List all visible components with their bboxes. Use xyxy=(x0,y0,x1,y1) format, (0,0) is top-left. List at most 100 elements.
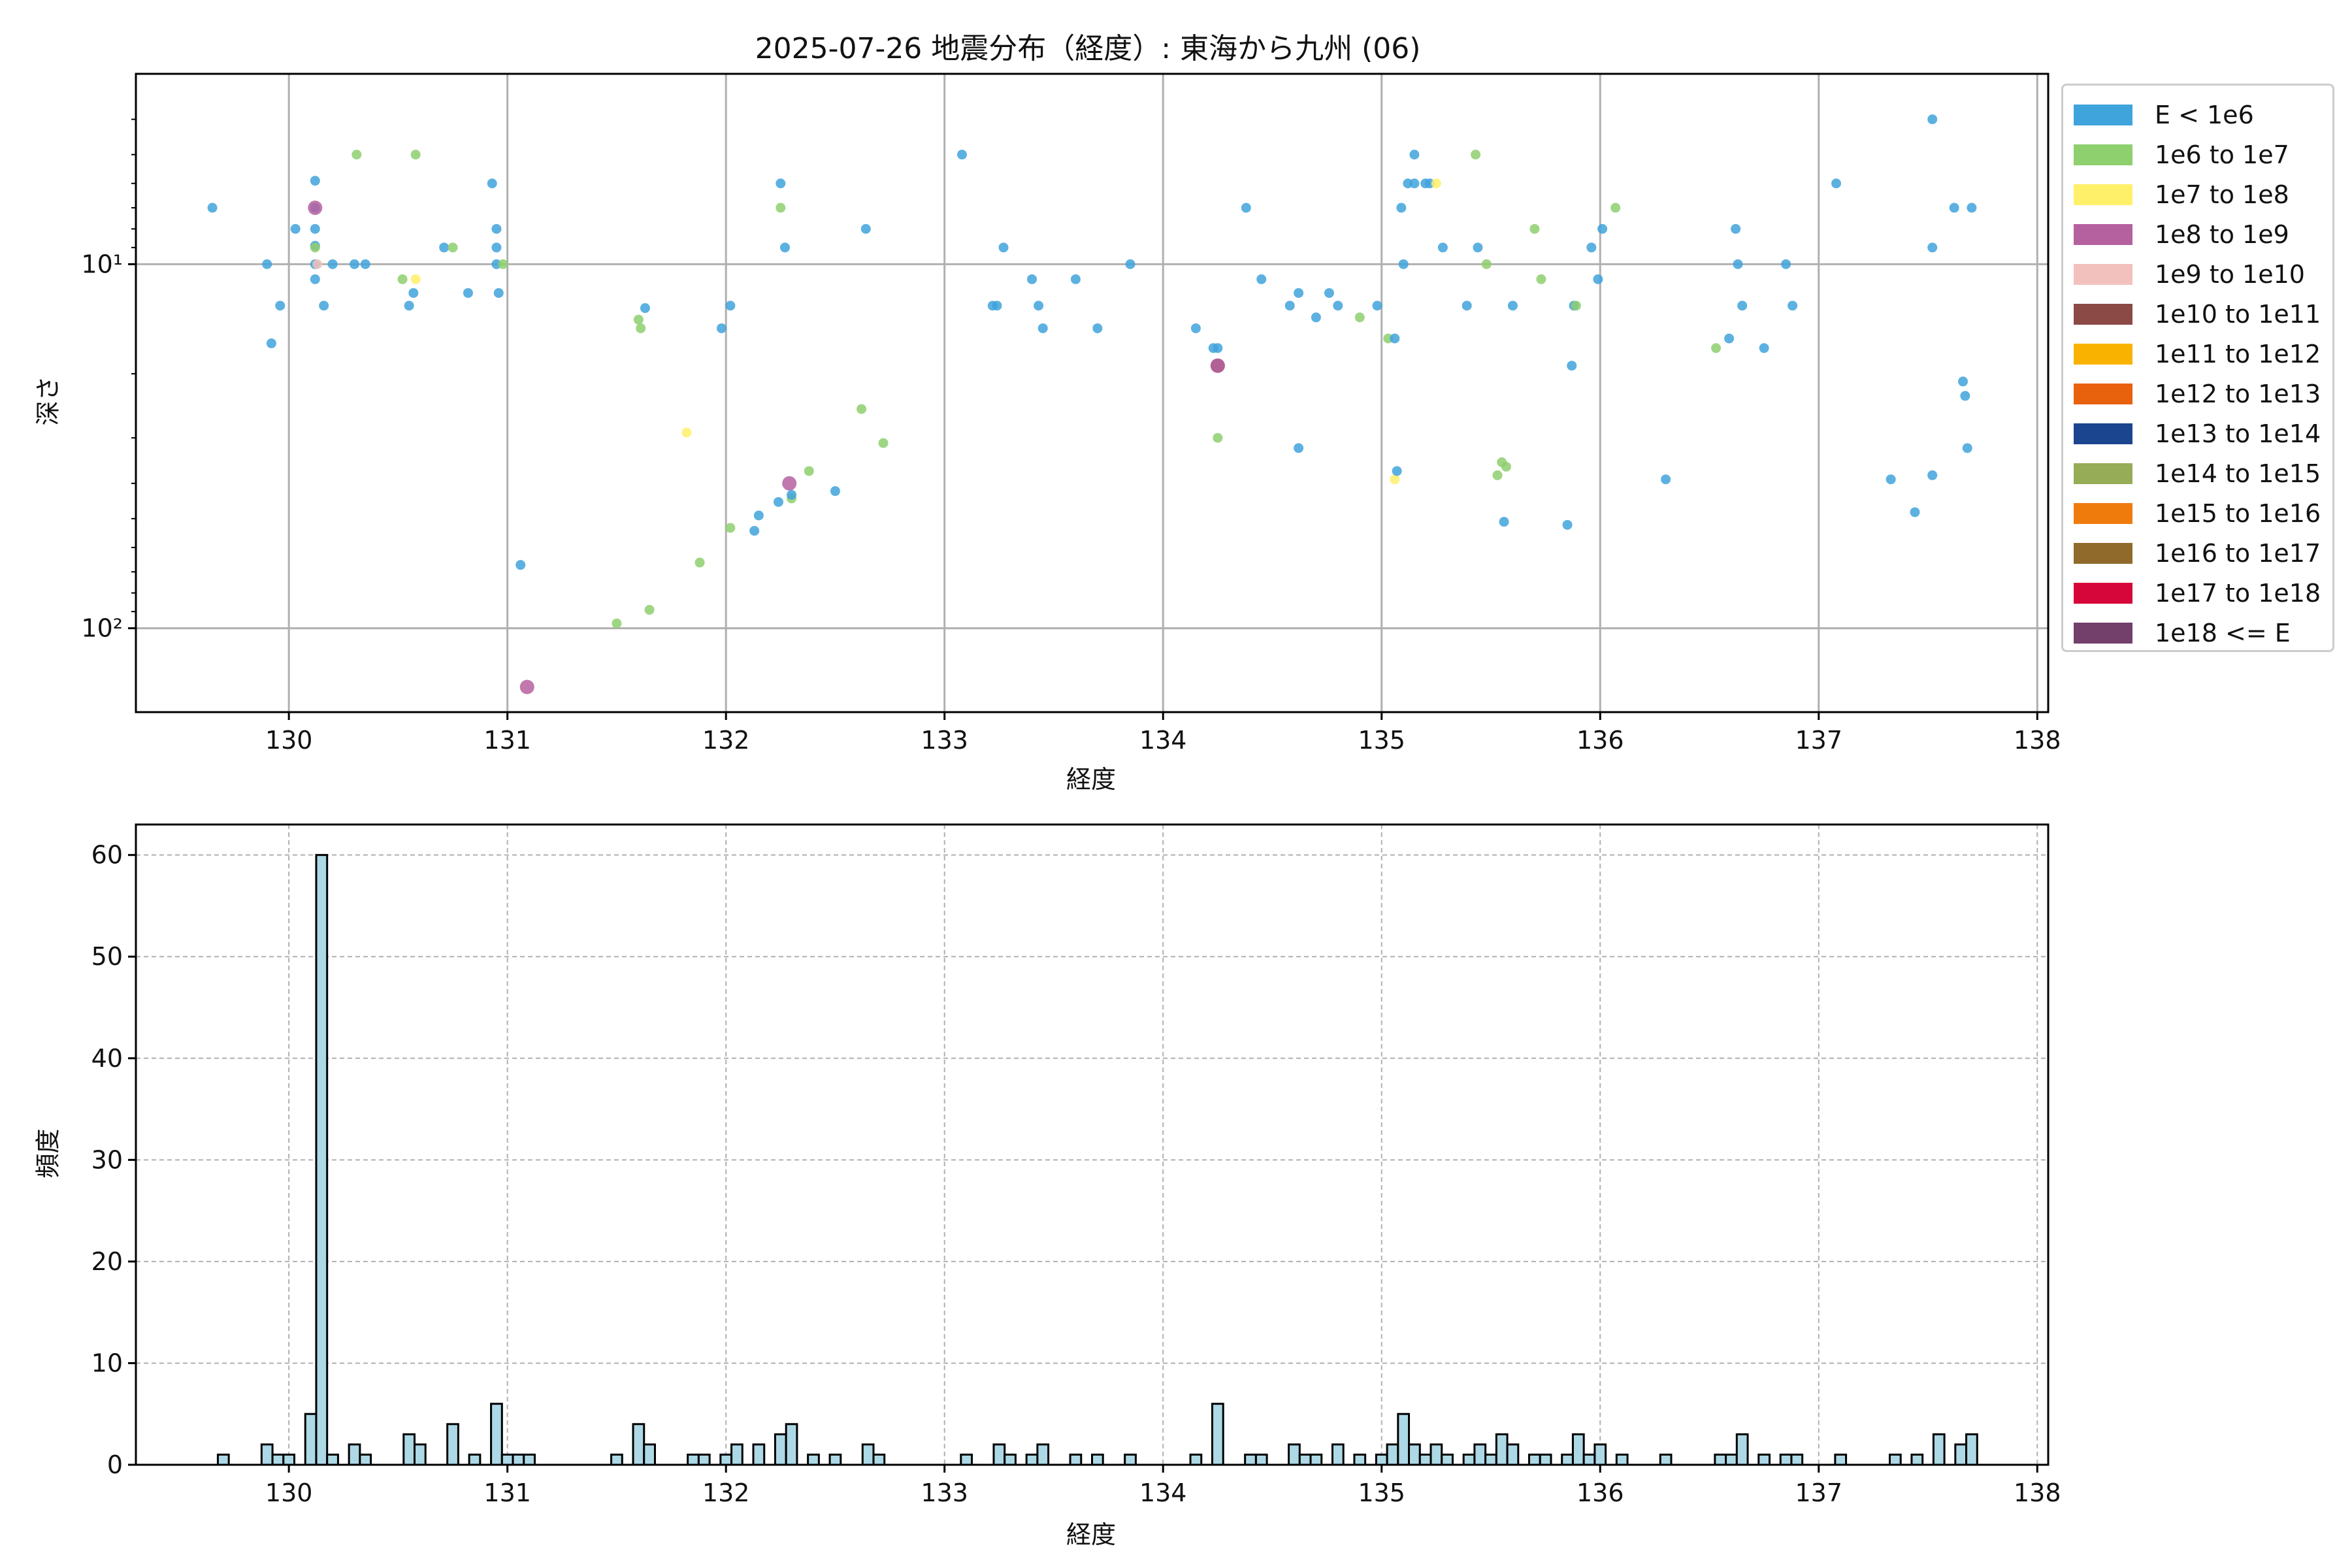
scatter-point xyxy=(998,242,1009,253)
histogram-bar xyxy=(1714,1453,1727,1466)
histogram-bar xyxy=(523,1453,536,1466)
scatter-point xyxy=(1409,178,1420,189)
scatter-point xyxy=(1372,301,1382,311)
legend-label: 1e16 to 1e17 xyxy=(2155,538,2321,568)
histogram-bar xyxy=(1506,1443,1520,1466)
legend-label: 1e18 <= E xyxy=(2155,618,2291,647)
histogram-bar xyxy=(1528,1453,1541,1466)
histogram-bar xyxy=(785,1423,798,1466)
scatter-point xyxy=(749,525,760,536)
scatter-point xyxy=(1333,301,1343,311)
scatter-point xyxy=(1354,312,1365,323)
histogram-bar xyxy=(1386,1443,1399,1466)
scatter-point xyxy=(1724,333,1735,344)
scatter-point xyxy=(1781,259,1791,269)
legend-item: 1e13 to 1e14 xyxy=(2063,414,2332,453)
scatter-point xyxy=(1431,178,1441,189)
histogram-bar xyxy=(414,1443,427,1466)
scatter-point xyxy=(310,274,320,284)
histogram-bar xyxy=(1888,1453,1902,1466)
histogram-bar xyxy=(687,1453,700,1466)
histogram-bar xyxy=(1408,1443,1421,1466)
scatter-point xyxy=(1731,223,1741,234)
scatter-y-axis-label: 深さ xyxy=(33,376,63,426)
histogram-bar xyxy=(1069,1453,1083,1466)
histogram-frame xyxy=(135,823,2050,1466)
scatter-point xyxy=(1831,178,1842,189)
scatter-xtick-label: 138 xyxy=(2014,726,2061,755)
scatter-point xyxy=(804,466,814,476)
scatter-point xyxy=(1070,274,1081,284)
histogram-bar xyxy=(446,1423,459,1466)
scatter-point xyxy=(1661,474,1671,485)
histogram-xtick-label: 136 xyxy=(1576,1478,1624,1507)
scatter-xtick-label: 136 xyxy=(1576,726,1624,755)
scatter-point xyxy=(776,203,786,213)
histogram-bar xyxy=(1757,1453,1771,1466)
scatter-point xyxy=(1962,443,1972,453)
histogram-bar xyxy=(1418,1453,1432,1466)
scatter-point xyxy=(992,301,1002,311)
scatter-point xyxy=(491,223,502,234)
scatter-point xyxy=(956,150,967,160)
histogram-bar xyxy=(1025,1453,1039,1466)
histogram-ytick-label: 30 xyxy=(91,1145,123,1174)
scatter-point xyxy=(725,523,736,533)
legend-label: 1e7 to 1e8 xyxy=(2155,180,2289,209)
scatter-frame xyxy=(135,73,2050,713)
scatter-point xyxy=(725,301,736,311)
histogram-bar xyxy=(1036,1443,1050,1466)
legend-item: 1e7 to 1e8 xyxy=(2063,174,2332,214)
scatter-xtick-label: 130 xyxy=(265,726,313,755)
scatter-point xyxy=(1492,470,1503,480)
scatter-point xyxy=(1737,301,1748,311)
histogram-bar xyxy=(348,1443,361,1466)
histogram-bar xyxy=(1834,1453,1848,1466)
legend-swatch xyxy=(2074,184,2132,205)
histogram-xtick-label: 134 xyxy=(1139,1478,1187,1507)
legend-item: 1e9 to 1e10 xyxy=(2063,254,2332,294)
scatter-point xyxy=(519,679,534,694)
scatter-point xyxy=(780,242,791,253)
legend-label: 1e9 to 1e10 xyxy=(2155,259,2305,289)
legend-swatch xyxy=(2074,622,2132,644)
legend-swatch xyxy=(2074,223,2132,245)
histogram-bar xyxy=(1910,1453,1924,1466)
histogram-bar xyxy=(1965,1433,1978,1466)
histogram-bar xyxy=(1353,1453,1367,1466)
histogram-bar xyxy=(1441,1453,1454,1466)
scatter-point xyxy=(1284,301,1295,311)
scatter-point xyxy=(498,259,508,269)
histogram-bar xyxy=(1571,1433,1585,1466)
scatter-point xyxy=(1960,391,1970,401)
histogram-bar xyxy=(1211,1403,1224,1466)
histogram-bar xyxy=(872,1453,886,1466)
scatter-point xyxy=(1037,323,1048,333)
scatter-point xyxy=(463,287,473,298)
scatter-x-axis-label: 経度 xyxy=(1066,765,1116,794)
legend-item: E < 1e6 xyxy=(2063,95,2332,135)
histogram-bar xyxy=(632,1423,645,1466)
scatter-point xyxy=(860,223,871,234)
scatter-point xyxy=(1311,312,1321,323)
scatter-point xyxy=(1396,203,1407,213)
histogram-bar xyxy=(1124,1453,1137,1466)
histogram-bar xyxy=(1932,1433,1946,1466)
histogram-bar xyxy=(828,1453,842,1466)
histogram-bar xyxy=(1189,1453,1203,1466)
legend-label: 1e11 to 1e12 xyxy=(2155,339,2321,368)
histogram-bar xyxy=(1397,1413,1411,1466)
histogram-bar xyxy=(500,1453,514,1466)
scatter-point xyxy=(1294,443,1304,453)
histogram-bar xyxy=(1462,1453,1476,1466)
scatter-point xyxy=(1034,301,1044,311)
scatter-point xyxy=(1788,301,1798,311)
scatter-point xyxy=(1213,433,1223,443)
legend-item: 1e11 to 1e12 xyxy=(2063,334,2332,374)
legend-item: 1e15 to 1e16 xyxy=(2063,493,2332,533)
scatter-point xyxy=(310,176,320,186)
scatter-point xyxy=(1927,114,1938,125)
scatter-point xyxy=(515,560,526,570)
scatter-point xyxy=(319,301,329,311)
scatter-point xyxy=(350,259,360,269)
